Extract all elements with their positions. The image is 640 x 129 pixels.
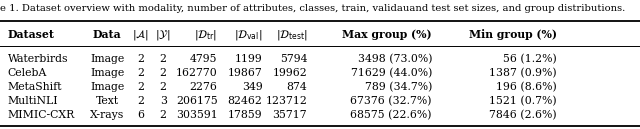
Text: 19962: 19962 — [273, 68, 307, 78]
Text: CelebA: CelebA — [8, 68, 47, 78]
Text: 1199: 1199 — [235, 54, 262, 64]
Text: $|\mathcal{A}|$: $|\mathcal{A}|$ — [132, 28, 149, 42]
Text: 2: 2 — [138, 96, 144, 106]
Text: 2: 2 — [138, 82, 144, 92]
Text: 5794: 5794 — [280, 54, 307, 64]
Text: MIMIC-CXR: MIMIC-CXR — [8, 110, 75, 120]
Text: $|\mathcal{D}_{\mathrm{test}}|$: $|\mathcal{D}_{\mathrm{test}}|$ — [276, 28, 307, 42]
Text: 2: 2 — [160, 82, 166, 92]
Text: Image: Image — [90, 54, 124, 64]
Text: 2276: 2276 — [189, 82, 218, 92]
Text: 349: 349 — [242, 82, 262, 92]
Text: 56 (1.2%): 56 (1.2%) — [503, 54, 557, 64]
Text: MetaShift: MetaShift — [8, 82, 62, 92]
Text: 303591: 303591 — [176, 110, 218, 120]
Text: 123712: 123712 — [266, 96, 307, 106]
Text: 68575 (22.6%): 68575 (22.6%) — [351, 110, 432, 121]
Text: Min group (%): Min group (%) — [468, 29, 557, 40]
Text: Dataset: Dataset — [8, 29, 54, 40]
Text: 3: 3 — [160, 96, 166, 106]
Text: X-rays: X-rays — [90, 110, 124, 120]
Text: Image: Image — [90, 82, 124, 92]
Text: 2: 2 — [160, 54, 166, 64]
Text: Image: Image — [90, 68, 124, 78]
Text: $|\mathcal{Y}|$: $|\mathcal{Y}|$ — [156, 28, 171, 42]
Text: 1521 (0.7%): 1521 (0.7%) — [489, 96, 557, 106]
Text: MultiNLI: MultiNLI — [8, 96, 58, 106]
Text: 17859: 17859 — [228, 110, 262, 120]
Text: 3498 (73.0%): 3498 (73.0%) — [358, 54, 432, 64]
Text: Waterbirds: Waterbirds — [8, 54, 68, 64]
Text: 2: 2 — [138, 54, 144, 64]
Text: 82462: 82462 — [228, 96, 262, 106]
Text: 7846 (2.6%): 7846 (2.6%) — [489, 110, 557, 121]
Text: 1387 (0.9%): 1387 (0.9%) — [489, 68, 557, 78]
Text: 71629 (44.0%): 71629 (44.0%) — [351, 68, 432, 78]
Text: 162770: 162770 — [176, 68, 218, 78]
Text: Max group (%): Max group (%) — [342, 29, 432, 40]
Text: 19867: 19867 — [228, 68, 262, 78]
Text: 874: 874 — [287, 82, 307, 92]
Text: Data: Data — [93, 29, 122, 40]
Text: 2: 2 — [138, 68, 144, 78]
Text: 789 (34.7%): 789 (34.7%) — [365, 82, 432, 92]
Text: 2: 2 — [160, 110, 166, 120]
Text: $|\mathcal{D}_{\mathrm{val}}|$: $|\mathcal{D}_{\mathrm{val}}|$ — [234, 28, 262, 42]
Text: $|\mathcal{D}_{\mathrm{tr}}|$: $|\mathcal{D}_{\mathrm{tr}}|$ — [195, 28, 218, 42]
Text: 67376 (32.7%): 67376 (32.7%) — [351, 96, 432, 106]
Text: 35717: 35717 — [273, 110, 307, 120]
Text: 206175: 206175 — [176, 96, 218, 106]
Text: 2: 2 — [160, 68, 166, 78]
Text: 6: 6 — [138, 110, 144, 120]
Text: Text: Text — [95, 96, 119, 106]
Text: 196 (8.6%): 196 (8.6%) — [496, 82, 557, 92]
Text: e 1. Dataset overview with modality, number of attributes, classes, train, valid: e 1. Dataset overview with modality, num… — [0, 4, 625, 13]
Text: 4795: 4795 — [190, 54, 218, 64]
